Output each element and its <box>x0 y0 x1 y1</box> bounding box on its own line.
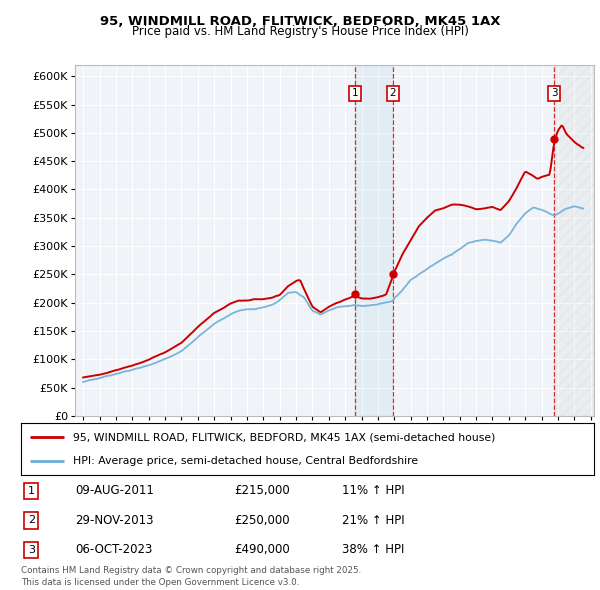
Bar <box>554 65 594 416</box>
Text: 2: 2 <box>389 88 396 98</box>
Text: 95, WINDMILL ROAD, FLITWICK, BEDFORD, MK45 1AX: 95, WINDMILL ROAD, FLITWICK, BEDFORD, MK… <box>100 15 500 28</box>
Text: £215,000: £215,000 <box>234 484 290 497</box>
Text: 3: 3 <box>551 88 557 98</box>
Text: 2: 2 <box>28 516 35 525</box>
Text: 21% ↑ HPI: 21% ↑ HPI <box>342 514 404 527</box>
Text: 95, WINDMILL ROAD, FLITWICK, BEDFORD, MK45 1AX (semi-detached house): 95, WINDMILL ROAD, FLITWICK, BEDFORD, MK… <box>73 432 495 442</box>
Text: HPI: Average price, semi-detached house, Central Bedfordshire: HPI: Average price, semi-detached house,… <box>73 456 418 466</box>
Text: £250,000: £250,000 <box>234 514 290 527</box>
Text: 1: 1 <box>352 88 358 98</box>
Text: 1: 1 <box>28 486 35 496</box>
Text: 29-NOV-2013: 29-NOV-2013 <box>75 514 154 527</box>
Text: 09-AUG-2011: 09-AUG-2011 <box>75 484 154 497</box>
Text: Contains HM Land Registry data © Crown copyright and database right 2025.
This d: Contains HM Land Registry data © Crown c… <box>21 566 361 587</box>
Text: Price paid vs. HM Land Registry's House Price Index (HPI): Price paid vs. HM Land Registry's House … <box>131 25 469 38</box>
Bar <box>554 65 594 416</box>
Text: 38% ↑ HPI: 38% ↑ HPI <box>342 543 404 556</box>
Text: 11% ↑ HPI: 11% ↑ HPI <box>342 484 404 497</box>
Text: 06-OCT-2023: 06-OCT-2023 <box>75 543 152 556</box>
Text: £490,000: £490,000 <box>234 543 290 556</box>
Text: 3: 3 <box>28 545 35 555</box>
Bar <box>355 65 393 416</box>
